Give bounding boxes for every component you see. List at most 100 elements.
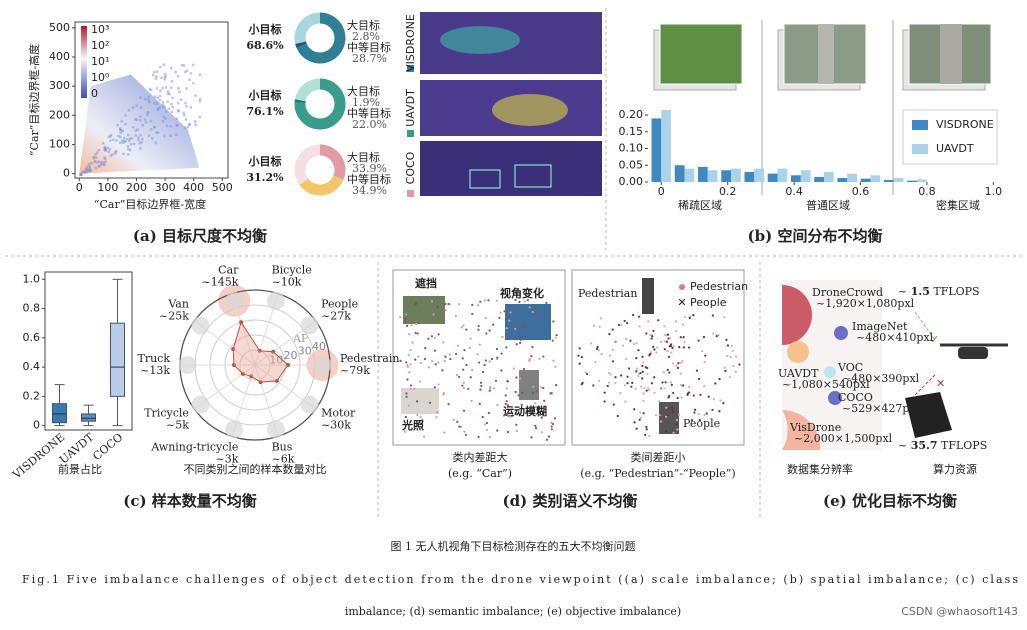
embedding-dot [677, 413, 681, 416]
embedding-dot [651, 335, 654, 338]
dataset-name: VisDrone [789, 421, 841, 434]
embedding-dot [545, 301, 548, 304]
embedding-dot [405, 324, 409, 327]
embedding-dot [638, 418, 641, 421]
embedding-dot [648, 354, 651, 357]
embedding-dot [669, 381, 673, 384]
embedding-dot [399, 359, 402, 362]
embedding-dot [723, 316, 726, 319]
density-cell [134, 118, 137, 121]
embedding-dot [404, 313, 408, 316]
y-tick-label: 1.0 [23, 272, 41, 285]
embedding-dot [413, 387, 416, 390]
density-cell [92, 155, 96, 159]
embedding-dot [447, 403, 450, 406]
embedding-dot [499, 311, 502, 314]
density-cell [185, 69, 189, 72]
embedding-dot [698, 377, 701, 381]
embedding-dot [611, 348, 614, 351]
embedding-dot [623, 319, 626, 323]
y-tick-label: 0.00 [619, 175, 644, 188]
embedding-dot [554, 365, 557, 368]
embedding-dot [608, 333, 611, 336]
colorbar-label: 10³ [91, 23, 109, 36]
density-cell [116, 123, 119, 127]
density-cell [182, 64, 186, 67]
embedding-dot [479, 388, 482, 391]
embedding-dot [531, 391, 535, 395]
radar-category: Truck [137, 352, 170, 365]
embedding-dot [718, 378, 721, 381]
box [110, 322, 125, 397]
donut-value-label: 34.9% [352, 184, 387, 197]
density-cell [154, 77, 158, 80]
embedding-dot [534, 424, 537, 427]
embedding-dot [518, 300, 521, 304]
y-tick-label: 500 [49, 21, 70, 34]
density-cell [162, 115, 165, 119]
density-cell [106, 146, 109, 150]
embedding-dot [418, 380, 421, 383]
embedding-dot [409, 387, 412, 391]
density-cell [179, 98, 183, 102]
embedding-dot [690, 419, 694, 422]
embedding-dot [534, 427, 538, 430]
density-cell [176, 75, 180, 78]
bar [754, 168, 765, 182]
density-cell [159, 65, 162, 69]
embedding-dot [455, 374, 459, 377]
bar [893, 177, 904, 182]
embedding-dot [411, 341, 414, 344]
donut-value-label: 31.2% [246, 171, 284, 184]
embedding-dot [655, 351, 658, 354]
density-cell [121, 139, 124, 142]
y-tick-label: 0.2 [23, 389, 41, 402]
y-tick-label: 0.6 [23, 331, 41, 344]
embedding-dot [639, 411, 642, 414]
embedding-dot [637, 375, 640, 378]
embedding-dot [498, 316, 501, 319]
embedding-dot [682, 384, 685, 387]
embedding-dot [687, 391, 691, 394]
embedding-dot [500, 369, 503, 372]
x-tick-label: 1.0 [985, 185, 1003, 198]
embedding-dot [433, 386, 436, 389]
embedding-dot [467, 387, 470, 391]
radar-node [191, 395, 210, 414]
donut-segment [294, 144, 321, 185]
density-cell [96, 161, 99, 164]
panel-caption: (a) 目标尺度不均衡 [133, 227, 267, 245]
density-cell [121, 129, 125, 133]
radar-category: Tricycle [144, 407, 189, 420]
embedding-dot [676, 396, 679, 400]
density-cell [141, 123, 144, 127]
embedding-dot [437, 383, 440, 386]
embedding-dot [464, 433, 468, 436]
embedding-dot [675, 330, 678, 333]
panel-subcaption: (e.g. “Pedestrian”-“People”) [580, 467, 735, 480]
embedding-dot [675, 418, 679, 422]
watermark: CSDN @whaosoft143 [901, 605, 1018, 618]
embedding-dot [555, 334, 558, 337]
density-cell [124, 122, 127, 126]
embedding-dot [647, 320, 650, 323]
density-cell [171, 96, 174, 100]
donut-label: 小目标 [248, 154, 282, 168]
embedding-dot [415, 400, 419, 403]
embedding-dot [547, 435, 551, 438]
embedding-dot [711, 314, 714, 317]
density-cell [135, 104, 138, 107]
donut-value-label: 33.9% [352, 162, 387, 175]
embedding-dot [624, 400, 627, 403]
embedding-dot [687, 346, 691, 349]
density-cell [161, 100, 164, 104]
density-cell [132, 142, 136, 146]
embedding-dot [614, 376, 617, 379]
bar [870, 175, 881, 182]
embedding-dot [660, 420, 663, 423]
figure-title: 图 1 无人机视角下目标检测存在的五大不均衡问题 [391, 539, 636, 553]
embedding-dot [519, 341, 522, 345]
embedding-dot [542, 387, 545, 390]
embedding-dot [672, 431, 675, 434]
